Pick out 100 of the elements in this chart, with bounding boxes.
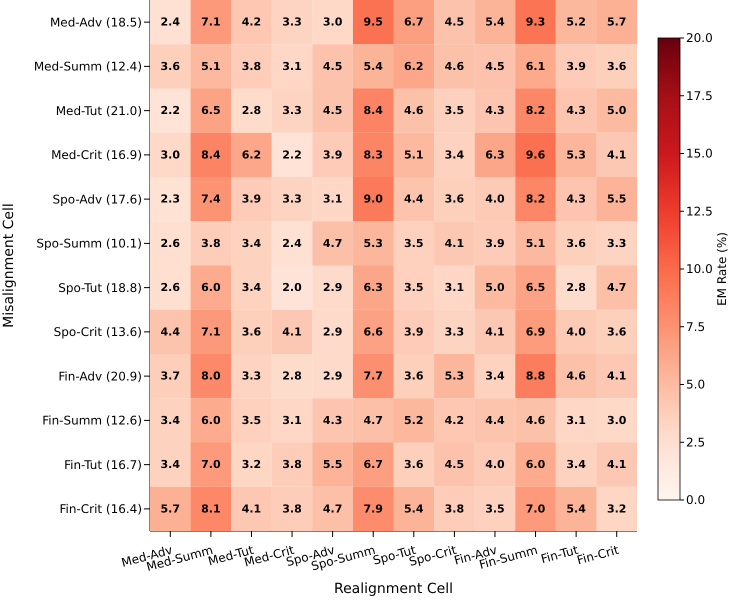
data-label: 3.5: [404, 281, 424, 294]
data-label: 3.6: [242, 325, 262, 338]
data-label: 8.0: [201, 370, 221, 383]
data-label: 4.1: [485, 325, 505, 338]
data-label: 3.8: [282, 458, 302, 472]
data-label: 3.6: [404, 458, 424, 472]
data-label: 6.7: [404, 16, 424, 29]
data-label: 5.7: [606, 16, 626, 29]
y-tick-label: Spo-Tut (18.8): [58, 280, 142, 295]
y-tick-label: Spo-Summ (10.1): [36, 236, 142, 251]
data-label: 5.4: [485, 16, 506, 29]
data-label: 4.0: [566, 325, 586, 338]
data-label: 4.3: [322, 414, 342, 427]
data-label: 4.1: [242, 502, 262, 516]
data-label: 4.3: [566, 104, 586, 118]
data-label: 4.3: [485, 104, 505, 118]
data-label: 3.6: [444, 192, 464, 206]
data-label: 8.8: [526, 370, 546, 383]
data-label: 4.5: [444, 458, 464, 472]
data-label: 3.1: [322, 192, 342, 206]
data-label: 5.3: [363, 236, 383, 250]
y-tick-label: Med-Adv (18.5): [50, 15, 142, 30]
data-label: 6.9: [526, 325, 546, 338]
data-label: 3.6: [160, 60, 180, 73]
data-label: 7.0: [201, 458, 221, 472]
data-label: 2.8: [282, 370, 302, 383]
data-label: 5.5: [322, 458, 342, 472]
data-label: 3.9: [485, 236, 505, 250]
data-label: 3.4: [444, 148, 464, 162]
data-label: 2.9: [322, 370, 342, 383]
data-label: 6.7: [363, 458, 383, 472]
data-label: 7.0: [526, 502, 546, 516]
data-label: 2.9: [322, 281, 342, 294]
data-label: 4.2: [444, 414, 464, 427]
data-label: 3.3: [282, 192, 302, 206]
data-label: 3.0: [160, 148, 180, 162]
color-bar-label: 10.0: [686, 262, 713, 276]
y-tick-label: Fin-Summ (12.6): [42, 414, 142, 428]
data-label: 7.1: [201, 16, 221, 29]
data-label: 3.4: [566, 458, 586, 472]
color-bar-label: 0.0: [686, 493, 706, 507]
data-label: 7.1: [201, 325, 221, 338]
data-label: 9.5: [363, 16, 383, 29]
y-tick-label: Spo-Adv (17.6): [52, 192, 142, 206]
data-label: 4.6: [566, 370, 586, 383]
data-label: 4.0: [485, 192, 506, 206]
data-label: 4.5: [485, 60, 505, 73]
data-label: 5.4: [404, 502, 424, 516]
data-label: 2.2: [160, 104, 180, 118]
data-label: 8.4: [363, 104, 384, 118]
data-label: 6.0: [201, 281, 221, 294]
data-label: 3.2: [606, 502, 626, 516]
x-axis-title: Realignment Cell: [334, 581, 454, 597]
data-label: 8.3: [363, 148, 383, 162]
data-label: 3.7: [160, 370, 180, 383]
data-label: 2.6: [160, 236, 180, 250]
data-label: 2.2: [282, 148, 302, 162]
color-bar-label: 17.5: [686, 88, 713, 103]
data-label: 3.1: [282, 414, 302, 427]
color-bar-label: 20.0: [686, 31, 713, 45]
y-tick-label: Fin-Tut (16.7): [64, 458, 142, 472]
data-label: 4.1: [444, 236, 464, 250]
y-tick-label: Med-Summ (12.4): [34, 60, 142, 74]
data-label: 3.3: [242, 370, 262, 383]
color-bar-label: 15.0: [686, 146, 713, 160]
data-label: 5.7: [160, 502, 180, 516]
data-label: 6.2: [404, 60, 424, 73]
data-label: 3.6: [404, 370, 424, 383]
data-label: 4.2: [242, 16, 262, 29]
data-label: 9.3: [526, 16, 546, 29]
data-label: 3.1: [566, 414, 586, 427]
data-label: 4.4: [485, 414, 506, 427]
data-label: 5.2: [404, 414, 424, 427]
data-label: 7.7: [363, 370, 383, 383]
data-label: 3.8: [201, 236, 221, 250]
data-label: 3.9: [242, 192, 262, 206]
data-label: 3.3: [606, 236, 626, 250]
data-label: 3.4: [160, 458, 180, 472]
data-label: 5.2: [566, 16, 586, 29]
data-label: 3.8: [242, 60, 262, 73]
data-label: 5.1: [526, 236, 546, 250]
color-bar-label: 7.5: [686, 320, 706, 334]
data-label: 6.6: [363, 325, 384, 338]
data-label: 5.0: [606, 104, 627, 118]
y-tick-label: Med-Crit (16.9): [51, 148, 142, 162]
data-label: 2.8: [566, 281, 586, 294]
y-tick-label: Fin-Adv (20.9): [58, 369, 142, 384]
data-label: 4.7: [322, 502, 342, 516]
data-label: 8.2: [526, 192, 546, 206]
data-label: 9.0: [363, 192, 384, 206]
data-label: 2.8: [242, 104, 262, 118]
data-label: 3.8: [282, 502, 302, 516]
data-label: 4.1: [606, 458, 626, 472]
data-label: 3.6: [566, 236, 586, 250]
data-label: 6.5: [526, 281, 546, 294]
color-bar-label: 5.0: [686, 378, 706, 392]
data-label: 2.9: [322, 325, 342, 338]
data-label: 3.4: [242, 281, 262, 294]
data-label: 4.0: [485, 458, 506, 472]
data-label: 4.1: [606, 370, 626, 383]
